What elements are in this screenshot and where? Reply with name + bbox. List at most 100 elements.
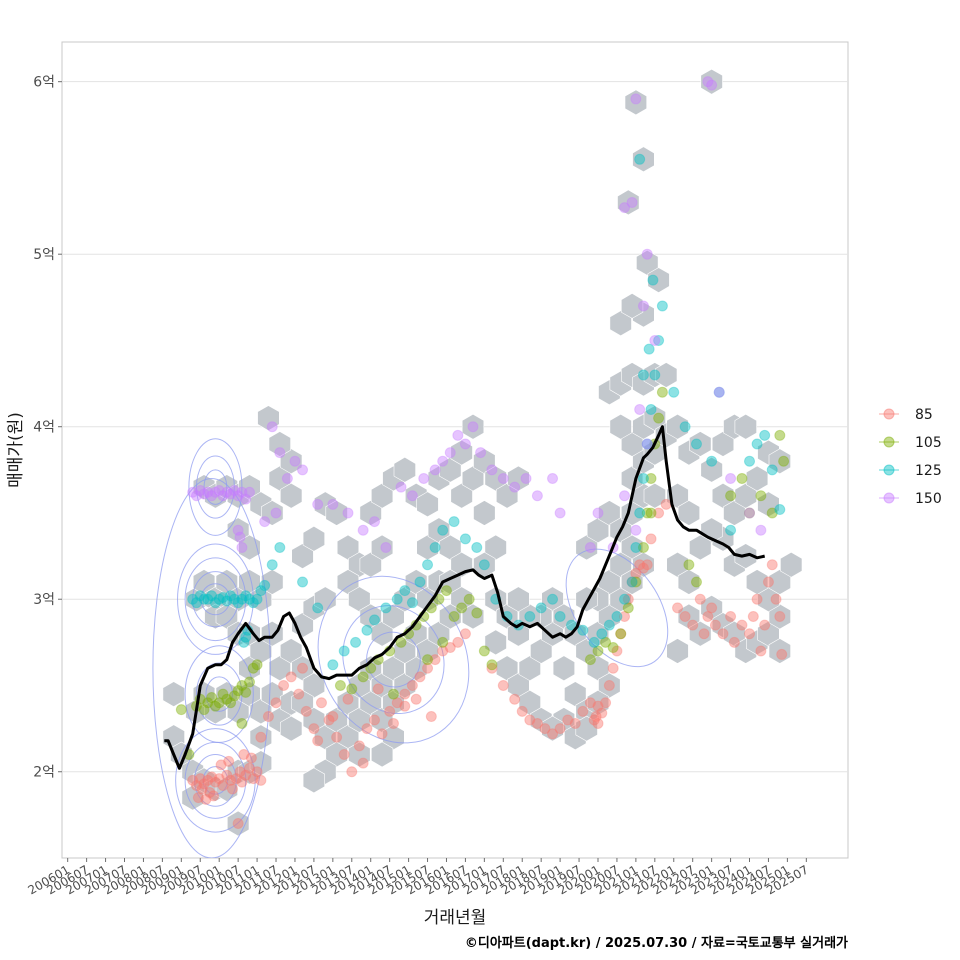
data-point xyxy=(744,628,756,640)
data-point xyxy=(190,490,202,502)
data-point xyxy=(289,455,301,467)
data-point xyxy=(387,717,399,729)
data-point xyxy=(471,541,483,553)
hexbin xyxy=(268,655,291,682)
data-point xyxy=(709,619,721,631)
hexbin xyxy=(302,525,325,552)
data-point xyxy=(437,524,449,536)
data-point xyxy=(244,593,256,605)
hexbin xyxy=(768,448,791,475)
data-point xyxy=(592,645,604,657)
data-point xyxy=(736,472,748,484)
data-point xyxy=(217,592,229,604)
data-point xyxy=(562,714,574,726)
hexbin xyxy=(757,586,780,613)
data-point xyxy=(209,700,221,712)
hexbin xyxy=(461,603,485,630)
data-point xyxy=(437,645,449,657)
data-point xyxy=(209,597,221,609)
data-point xyxy=(369,614,381,626)
data-point xyxy=(323,714,335,726)
hexbin xyxy=(598,603,621,630)
series-85 xyxy=(187,498,788,829)
data-point xyxy=(645,533,657,545)
data-point xyxy=(486,662,498,674)
data-point xyxy=(240,631,252,643)
data-point xyxy=(679,610,691,622)
density-contour xyxy=(366,631,421,688)
data-point xyxy=(232,685,244,697)
density-contour xyxy=(342,605,445,715)
data-point xyxy=(467,421,479,433)
y-tick-label: 3억 xyxy=(33,592,55,608)
data-point xyxy=(399,688,411,700)
data-point xyxy=(251,659,263,671)
data-point xyxy=(236,717,248,729)
series-150 xyxy=(187,76,767,553)
data-point xyxy=(244,486,256,498)
data-point xyxy=(547,593,559,605)
hexbin xyxy=(181,784,204,811)
hexbin xyxy=(689,431,712,457)
data-point xyxy=(315,697,327,709)
data-point xyxy=(531,490,543,502)
data-point xyxy=(357,524,369,536)
data-point xyxy=(516,705,528,717)
density-contour xyxy=(188,438,243,536)
data-point xyxy=(206,490,218,502)
hexbin xyxy=(624,89,647,116)
hexbin xyxy=(496,482,519,509)
y-tick-label: 6억 xyxy=(33,75,55,91)
data-point xyxy=(236,486,248,498)
data-point xyxy=(244,676,256,688)
data-point xyxy=(584,697,596,709)
data-point xyxy=(196,783,208,795)
data-point xyxy=(619,202,631,214)
hexbin xyxy=(768,569,791,595)
data-point xyxy=(728,636,740,648)
data-point xyxy=(615,628,627,640)
hexbin xyxy=(723,500,746,526)
hexbin xyxy=(575,534,598,561)
legend-item-150: 150 xyxy=(879,491,942,507)
hexbin xyxy=(484,629,507,656)
data-point xyxy=(706,79,718,91)
data-point xyxy=(497,472,509,484)
data-point xyxy=(778,455,790,467)
legend-label: 125 xyxy=(915,463,942,479)
hexbin xyxy=(162,681,185,707)
data-point xyxy=(744,507,756,519)
hexbin xyxy=(621,293,644,319)
hexbin xyxy=(541,620,564,647)
hexbin xyxy=(249,724,272,751)
data-point xyxy=(312,735,324,747)
data-point xyxy=(213,485,225,497)
data-point xyxy=(702,610,714,622)
data-point xyxy=(649,334,661,346)
data-point xyxy=(509,481,521,493)
data-point xyxy=(312,498,324,510)
scatter-layer xyxy=(175,76,790,829)
density-contour xyxy=(195,455,235,519)
data-point xyxy=(293,688,305,700)
data-point xyxy=(228,485,240,497)
legend-key-point xyxy=(883,408,895,420)
data-point xyxy=(713,386,725,398)
data-point xyxy=(637,300,649,312)
x-axis-title: 거래년월 xyxy=(424,908,487,928)
hexbin xyxy=(666,413,689,440)
data-point xyxy=(221,595,233,607)
data-point xyxy=(478,559,490,571)
data-point xyxy=(357,671,369,683)
data-point xyxy=(238,636,250,648)
data-point xyxy=(687,619,699,631)
hexbin xyxy=(768,638,791,664)
data-point xyxy=(422,662,434,674)
data-point xyxy=(429,654,441,666)
data-point xyxy=(656,386,668,398)
data-point xyxy=(641,507,653,519)
data-point xyxy=(202,593,214,605)
data-point xyxy=(776,648,788,660)
data-point xyxy=(444,642,456,654)
